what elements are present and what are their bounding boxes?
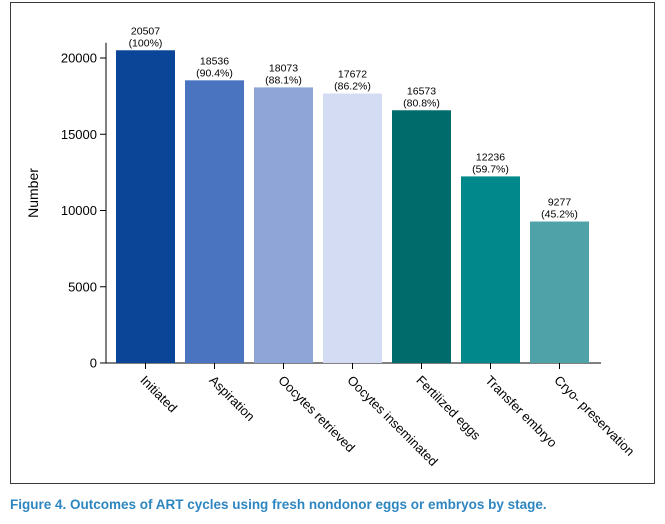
bar-value-label: 12236: [476, 151, 505, 163]
bar: [392, 110, 451, 363]
bar-value-label: 18536: [200, 55, 229, 67]
bar: [530, 221, 589, 363]
y-tick-label: 0: [90, 356, 97, 371]
category-label: Fertilized eggs: [413, 373, 484, 444]
bar-percent-label: (80.8%): [403, 97, 440, 109]
category-label: Cryo- preservation: [551, 373, 637, 459]
bar-value-label: 17672: [338, 69, 367, 81]
bar-value-label: 20507: [131, 25, 160, 37]
bar-percent-label: (59.7%): [472, 163, 509, 175]
y-tick-label: 10000: [61, 203, 97, 218]
category-label: Oocytes retrieved: [275, 373, 358, 456]
bar-value-label: 9277: [548, 197, 572, 209]
value-labels: 20507(100%) 18536(90.4%) 18073(88.1%) 17672…: [129, 25, 578, 220]
bars: [116, 50, 589, 364]
bar-value-label: 16573: [407, 85, 436, 97]
chart-frame: 0 5000 10000 15000 20000 20507 (100%) 18536 (90…: [10, 2, 655, 484]
y-tick-label: 15000: [61, 127, 97, 142]
axes: 0 5000 10000 15000 20000: [61, 42, 601, 371]
category-label: Aspiration: [206, 373, 257, 424]
bar-percent-label: (100%): [129, 37, 163, 49]
bar: [185, 80, 244, 364]
bar-percent-label: (88.1%): [265, 74, 302, 86]
y-tick-label: 20000: [61, 51, 97, 66]
bar: [461, 176, 520, 363]
category-label: Initiated: [137, 373, 180, 416]
bar-value-label: 18073: [269, 62, 298, 74]
bar: [254, 87, 313, 363]
category-labels: Initiated Aspiration Oocytes retrievedOocy…: [137, 373, 637, 469]
figure-caption: Figure 4. Outcomes of ART cycles using f…: [10, 497, 547, 512]
bar: [116, 50, 175, 363]
bar-percent-label: (90.4%): [196, 67, 233, 79]
bar-percent-label: (45.2%): [541, 209, 578, 221]
bar: [323, 93, 382, 363]
bar-percent-label: (86.2%): [334, 81, 371, 93]
y-tick-label: 5000: [68, 279, 97, 294]
y-axis-title: Number: [25, 168, 41, 218]
bar-chart: 0 5000 10000 15000 20000 20507(100%) 18536(90…: [25, 25, 638, 469]
category-label: Transfer embryo: [482, 373, 560, 451]
